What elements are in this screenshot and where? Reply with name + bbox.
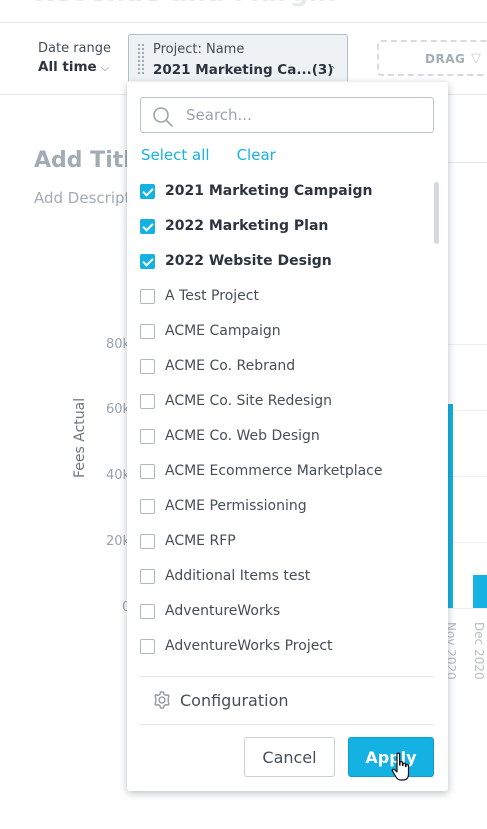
cancel-button[interactable]: Cancel — [244, 737, 335, 777]
drag-handle-icon[interactable] — [137, 43, 145, 75]
search-icon — [152, 106, 174, 132]
checkbox[interactable] — [140, 324, 155, 339]
project-option-label: AdventureWorks Project — [165, 638, 333, 654]
project-option[interactable]: 2022 Website Design — [140, 245, 430, 280]
y-tick: 0 — [122, 600, 130, 615]
select-all-link[interactable]: Select all — [141, 146, 210, 164]
project-option[interactable]: AdventureWorks — [140, 595, 430, 630]
project-filter-label: Project: Name — [153, 42, 245, 57]
x-tick: Dec 2020 — [472, 622, 486, 680]
date-range-filter[interactable]: Date range All time ⌵ — [38, 41, 111, 75]
project-option[interactable]: A Test Project — [140, 280, 430, 315]
project-option-label: ACME Campaign — [165, 323, 281, 339]
search-input[interactable]: Search... — [140, 97, 434, 133]
search-placeholder: Search... — [186, 106, 252, 124]
project-filter-dropdown: Search... Select all Clear 2021 Marketing… — [127, 82, 448, 791]
checkbox[interactable] — [140, 639, 155, 654]
selection-links: Select all Clear — [141, 146, 276, 164]
project-option[interactable]: 2021 Marketing Campaign — [140, 175, 430, 210]
checkbox-checked[interactable] — [140, 184, 155, 199]
filter-bar: Date range All time ⌵ Project: Name 2021 … — [0, 24, 487, 94]
list-scrollbar[interactable] — [434, 182, 439, 244]
gear-icon — [152, 690, 172, 714]
configuration-label: Configuration — [180, 691, 289, 710]
y-tick: 60k — [106, 402, 131, 417]
project-option-label: 2021 Marketing Campaign — [165, 183, 373, 199]
project-filter-value: 2021 Marketing Ca...(3) — [153, 62, 334, 78]
divider — [140, 724, 434, 725]
y-tick: 40k — [106, 468, 131, 483]
date-range-label: Date range — [38, 41, 112, 56]
checkbox-checked[interactable] — [140, 254, 155, 269]
project-option-label: 2022 Marketing Plan — [165, 218, 329, 234]
checkbox[interactable] — [140, 534, 155, 549]
filter-drop-zone[interactable]: DRAG ▽ — [377, 40, 487, 76]
chevron-down-icon: ⌵ — [100, 61, 110, 74]
clear-link[interactable]: Clear — [236, 146, 276, 164]
project-option-label: ACME Ecommerce Marketplace — [165, 463, 383, 479]
project-option[interactable]: ACME Permissioning — [140, 490, 430, 525]
drop-zone-text: DRAG — [425, 52, 466, 66]
y-tick: 80k — [106, 337, 131, 352]
checkbox[interactable] — [140, 359, 155, 374]
add-description-placeholder[interactable]: Add Description — [34, 189, 154, 207]
apply-button[interactable]: Apply — [348, 737, 434, 777]
project-option-label: A Test Project — [165, 288, 259, 304]
checkbox[interactable] — [140, 429, 155, 444]
checkbox[interactable] — [140, 464, 155, 479]
project-option[interactable]: AdventureWorks Project — [140, 630, 430, 665]
project-option[interactable]: Additional Items test — [140, 560, 430, 595]
filter-funnel-icon: ▽ — [471, 51, 481, 66]
project-option-label: 2022 Website Design — [165, 253, 332, 269]
date-range-value: All time — [38, 59, 97, 75]
project-option-label: ACME Permissioning — [165, 498, 307, 514]
insight-title: Revenue and Margin — [34, 0, 336, 8]
divider — [140, 676, 434, 677]
y-tick: 20k — [106, 534, 131, 549]
chevron-up-icon: ⌃ — [327, 64, 337, 77]
project-option-label: AdventureWorks — [165, 603, 281, 619]
project-option-label: ACME RFP — [165, 533, 236, 549]
project-option[interactable]: ACME Co. Site Redesign — [140, 385, 430, 420]
project-option-label: ACME Co. Web Design — [165, 428, 320, 444]
chart-bar[interactable] — [473, 575, 487, 608]
y-axis-label: Fees Actual — [72, 397, 88, 478]
checkbox-checked[interactable] — [140, 219, 155, 234]
project-option[interactable]: ACME Co. Rebrand — [140, 350, 430, 385]
project-option[interactable]: ACME Ecommerce Marketplace — [140, 455, 430, 490]
project-option[interactable]: ACME Co. Web Design — [140, 420, 430, 455]
project-option[interactable]: ACME Campaign — [140, 315, 430, 350]
hand-cursor-icon — [391, 752, 413, 792]
date-range-value-row: All time ⌵ — [38, 59, 111, 75]
checkbox[interactable] — [140, 604, 155, 619]
checkbox[interactable] — [140, 394, 155, 409]
project-option-label: ACME Co. Rebrand — [165, 358, 296, 374]
divider — [448, 162, 487, 163]
checkbox[interactable] — [140, 569, 155, 584]
project-option-label: Additional Items test — [165, 568, 311, 584]
checkbox[interactable] — [140, 289, 155, 304]
project-name-filter[interactable]: Project: Name 2021 Marketing Ca...(3) ⌃ — [128, 34, 348, 81]
checkbox[interactable] — [140, 499, 155, 514]
divider — [0, 22, 487, 23]
project-list: 2021 Marketing Campaign 2022 Marketing Pl… — [127, 175, 448, 665]
project-option-label: ACME Co. Site Redesign — [165, 393, 332, 409]
project-option[interactable]: ACME RFP — [140, 525, 430, 560]
project-option[interactable]: 2022 Marketing Plan — [140, 210, 430, 245]
